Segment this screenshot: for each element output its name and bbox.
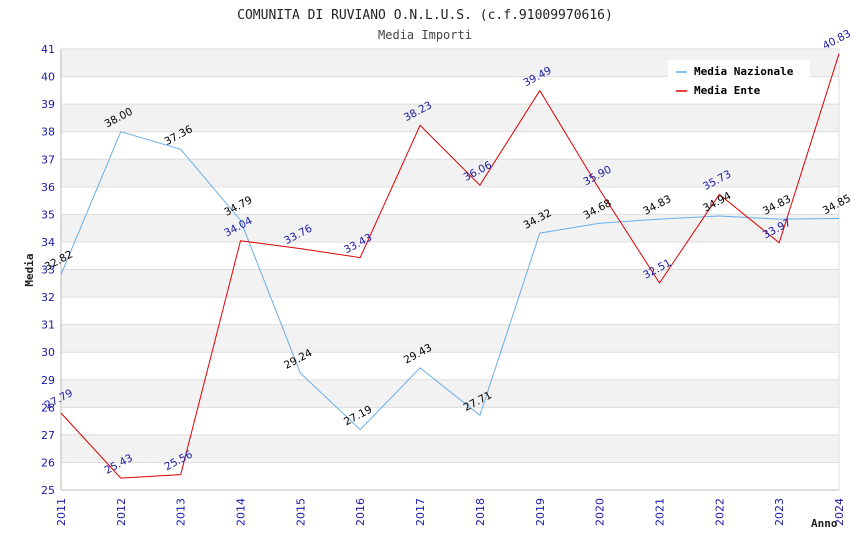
y-tick-label: 26 — [41, 456, 55, 469]
band — [61, 269, 839, 298]
y-tick-label: 40 — [41, 71, 55, 84]
band — [61, 379, 839, 408]
y-tick-label: 41 — [41, 43, 55, 56]
x-tick-label: 2013 — [175, 498, 188, 526]
x-tick-label: 2021 — [653, 498, 666, 526]
chart-subtitle: Media Importi — [378, 28, 472, 42]
x-tick-label: 2020 — [594, 498, 607, 526]
y-tick-label: 33 — [41, 264, 55, 277]
x-tick-label: 2012 — [115, 498, 128, 526]
x-tick-label: 2022 — [713, 498, 726, 526]
y-tick-labels: 25 26 27 28 29 30 31 32 33 34 35 36 37 38 39 40 41 — [41, 43, 55, 497]
band — [61, 434, 839, 463]
x-tick-label: 2014 — [235, 498, 248, 526]
legend-box — [668, 60, 810, 102]
y-tick-label: 36 — [41, 181, 55, 194]
x-tick-label: 2015 — [294, 498, 307, 526]
x-axis-label: Anno — [811, 517, 838, 530]
data-label-nazionale: 34.94 — [701, 190, 733, 215]
y-axis-label: Media — [23, 253, 36, 286]
series-line-media-nazionale — [60, 131, 840, 431]
x-tick-label: 2011 — [55, 498, 68, 526]
band — [61, 324, 839, 353]
band — [61, 159, 839, 187]
x-tick-labels: 2011 2012 2013 2014 2015 2016 2017 2018 2019 2020… — [55, 498, 846, 526]
x-tick-label: 2019 — [534, 498, 547, 526]
x-tick-label: 2023 — [773, 498, 786, 526]
legend-label-ente: Media Ente — [694, 84, 761, 97]
series-line-media-ente — [60, 53, 840, 479]
y-tick-label: 35 — [41, 208, 55, 221]
y-tick-label: 38 — [41, 126, 55, 139]
y-tick-label: 30 — [41, 346, 55, 359]
series-lines — [60, 53, 840, 479]
x-tick-label: 2016 — [354, 498, 367, 526]
x-tick-label: 2018 — [474, 498, 487, 526]
y-tick-label: 32 — [41, 291, 55, 304]
y-tick-label: 27 — [41, 429, 55, 442]
y-tick-label: 25 — [41, 484, 55, 497]
chart-title: COMUNITA DI RUVIANO O.N.L.U.S. (c.f.9100… — [237, 8, 613, 23]
y-tick-label: 31 — [41, 319, 55, 332]
band — [61, 214, 839, 242]
x-tick-label: 2024 — [833, 498, 846, 526]
y-tick-label: 37 — [41, 153, 55, 166]
data-label-nazionale: 34.85 — [821, 192, 850, 217]
background-bands — [61, 49, 839, 463]
y-tick-label: 34 — [41, 236, 55, 249]
x-tick-label: 2017 — [414, 498, 427, 526]
legend-label-nazionale: Media Nazionale — [694, 65, 794, 78]
y-tick-label: 28 — [41, 401, 55, 414]
legend: Media Nazionale Media Ente — [668, 60, 810, 102]
y-tick-label: 29 — [41, 374, 55, 387]
y-tick-label: 39 — [41, 98, 55, 111]
data-label-ente: 27.79 — [43, 387, 75, 412]
band — [61, 104, 839, 132]
